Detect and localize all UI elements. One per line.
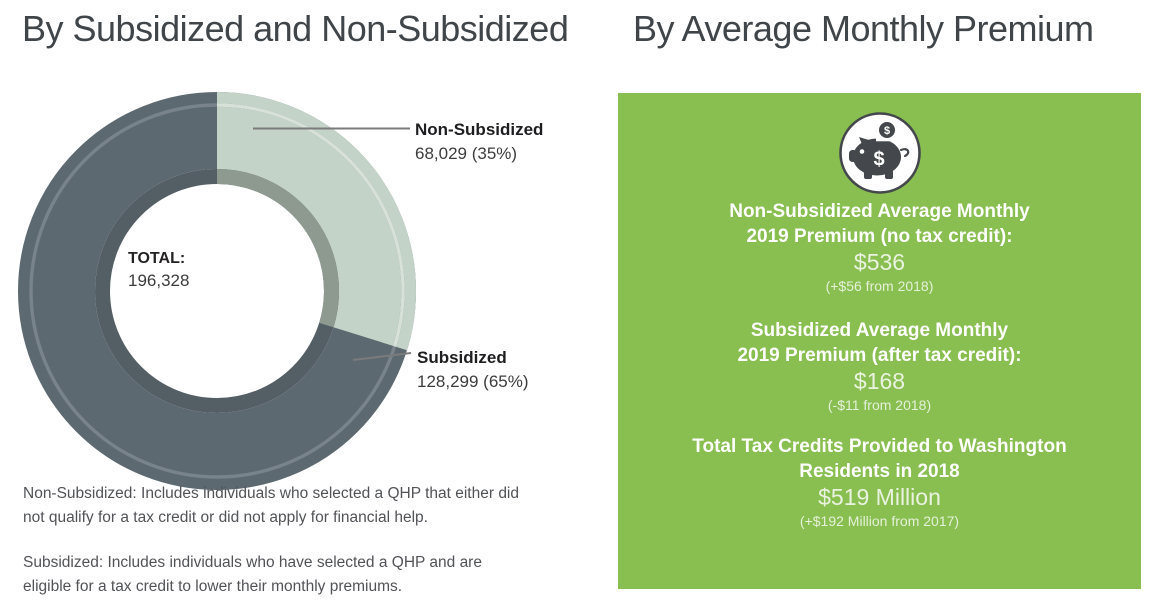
stat-value: $519 Million — [818, 484, 941, 510]
stat-heading: Residents in 2018 — [799, 461, 960, 482]
donut-total-value: 196,328 — [128, 271, 190, 290]
callout-subsidized: Subsidized 128,299 (65%) — [417, 346, 529, 394]
footnote-non-subsidized: Non-Subsidized: Includes individuals who… — [23, 482, 583, 530]
stat-block-non-subsidized-premium: Non-Subsidized Average Monthly 2019 Prem… — [618, 199, 1141, 296]
stat-change: (+$192 Million from 2017) — [799, 513, 960, 529]
stat-block-subsidized-premium: Subsidized Average Monthly 2019 Premium … — [618, 318, 1141, 415]
piggy-bank-icon: $ $ — [618, 111, 1141, 195]
footnote-line: not qualify for a tax credit or did not … — [23, 509, 428, 526]
stat-value: $168 — [853, 368, 906, 394]
callout-non-subsidized: Non-Subsidized 68,029 (35%) — [415, 118, 543, 166]
stat-heading: Subsidized Average Monthly — [750, 320, 1009, 341]
leader-line-subsidized — [352, 352, 412, 361]
donut-highlight-ring-nonsub — [29, 103, 405, 479]
footnote-subsidized: Subsidized: Includes individuals who hav… — [23, 551, 583, 599]
stat-heading: 2019 Premium (after tax credit): — [737, 345, 1022, 366]
callout-subsidized-name: Subsidized — [417, 348, 507, 367]
stat-change: (+$56 from 2018) — [825, 278, 934, 294]
footnotes: Non-Subsidized: Includes individuals who… — [23, 482, 583, 607]
stat-heading: Total Tax Credits Provided to Washington — [692, 436, 1067, 457]
stat-heading: 2019 Premium (no tax credit): — [746, 226, 1013, 247]
footnote-line: Non-Subsidized: Includes individuals who… — [23, 485, 519, 502]
callout-non-subsidized-name: Non-Subsidized — [415, 120, 544, 139]
callout-subsidized-value: 128,299 (65%) — [417, 372, 529, 391]
donut-slice-non-subsidized — [18, 92, 416, 490]
stat-value: $536 — [853, 249, 906, 275]
donut-center-label: TOTAL: 196,328 — [128, 248, 189, 292]
premium-panel: $ $ Non-Subsidized Average Monthly 2019 … — [618, 93, 1141, 589]
stat-heading: Non-Subsidized Average Monthly — [729, 201, 1030, 222]
right-section-title: By Average Monthly Premium — [633, 8, 1094, 49]
donut-total-label: TOTAL: — [128, 250, 186, 267]
footnote-line: Subsidized: Includes individuals who hav… — [23, 554, 482, 571]
stat-change: (-$11 from 2018) — [827, 397, 932, 413]
svg-text:$: $ — [873, 149, 884, 171]
left-section-title: By Subsidized and Non-Subsidized — [22, 8, 569, 49]
donut-chart — [18, 92, 416, 490]
svg-text:$: $ — [883, 125, 889, 137]
donut-inner-band-non-subsidized — [95, 169, 339, 413]
footnote-line: eligible for a tax credit to lower their… — [23, 578, 403, 595]
callout-non-subsidized-value: 68,029 (35%) — [415, 144, 518, 163]
stat-block-total-tax-credits: Total Tax Credits Provided to Washington… — [618, 434, 1141, 531]
piggy-bank-icon-svg: $ $ — [838, 112, 921, 194]
